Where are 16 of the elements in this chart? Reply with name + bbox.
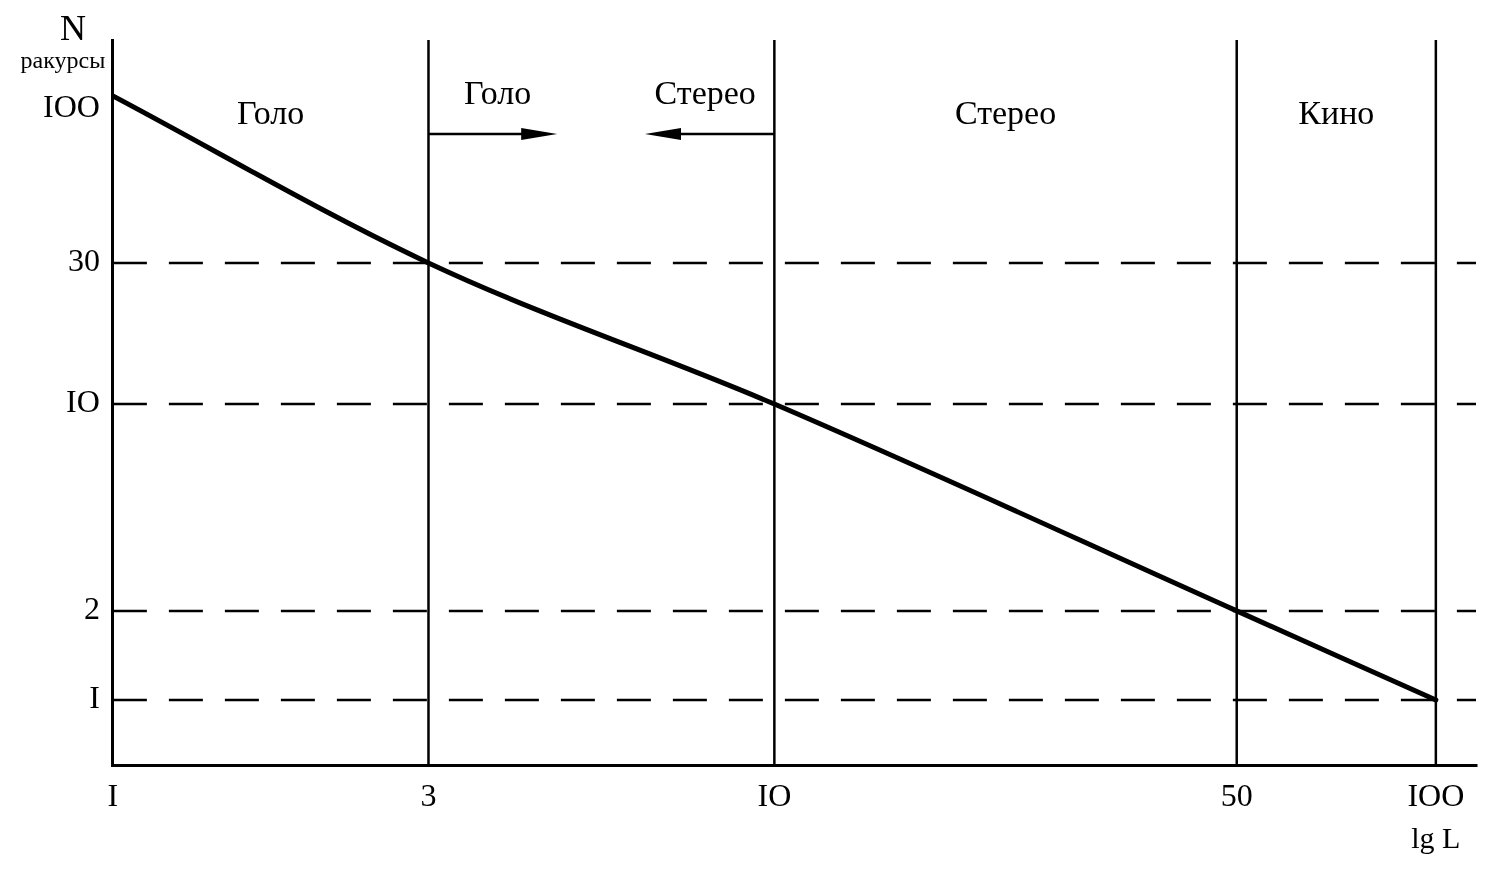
y-tick-label: I <box>89 679 100 716</box>
annotation: Голо <box>464 73 532 111</box>
x-axis-title: lg L <box>1411 820 1461 854</box>
annotation: Стерео <box>954 93 1057 131</box>
y-axis-title: N ракурсы <box>20 8 106 73</box>
x-tick-label: 50 <box>1220 777 1253 814</box>
y-tick-label: 2 <box>83 590 100 627</box>
x-tick-label: IOO <box>1407 777 1465 814</box>
y-tick-label: IO <box>66 383 100 420</box>
y-tick-label: 30 <box>67 242 100 279</box>
annotation: Стерео <box>654 73 756 111</box>
x-tick-label: IO <box>757 777 792 814</box>
x-tick-label: 3 <box>420 777 437 814</box>
y-tick-label: IOO <box>43 87 100 124</box>
annotation: Кино <box>1298 93 1375 131</box>
annotation: Голо <box>237 93 305 131</box>
